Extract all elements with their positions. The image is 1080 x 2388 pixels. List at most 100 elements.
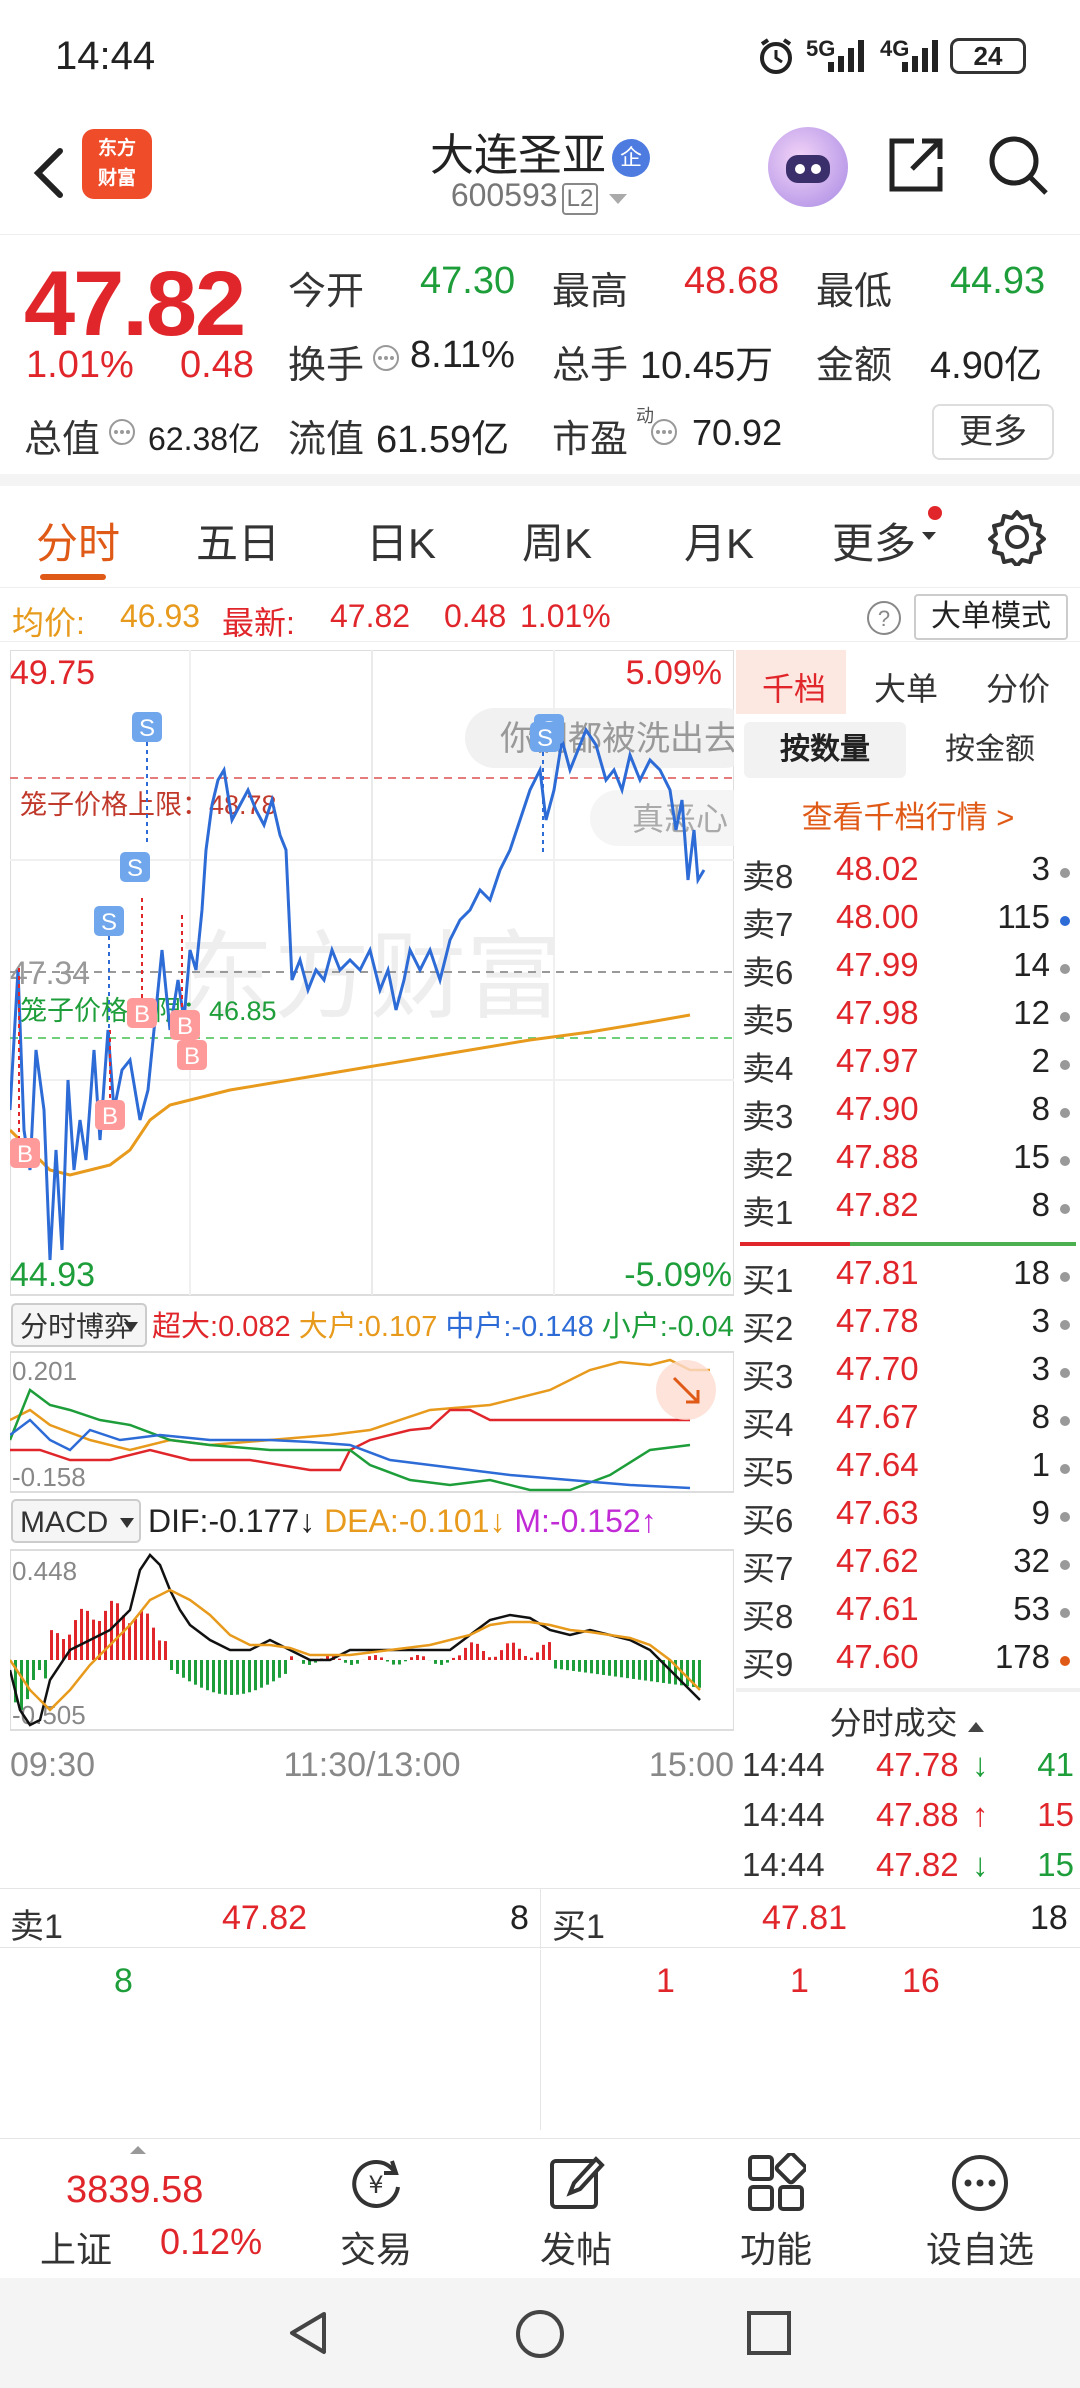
bid-row[interactable]: 买9 47.60 178 [736, 1638, 1080, 1686]
macd-bar [308, 1660, 311, 1665]
ask-row[interactable]: 卖4 47.97 2 [736, 1042, 1080, 1090]
ask-row[interactable]: 卖7 48.00 115 [736, 898, 1080, 946]
view-full-depth-link[interactable]: 查看千档行情 > [801, 800, 1015, 835]
time-axis-end: 15:00 [649, 1746, 734, 1784]
pe-label: 市盈 [552, 419, 629, 461]
back-arrow-icon[interactable] [22, 143, 82, 203]
grid-icon [748, 2153, 806, 2211]
bid-row[interactable]: 买1 47.81 18 [736, 1254, 1080, 1302]
order-dot-icon [1060, 1156, 1070, 1166]
trade-volume: 15 [1037, 1846, 1074, 1883]
tab-more[interactable]: 更多 [832, 520, 917, 567]
tab-weekly-k[interactable]: 周K [522, 520, 593, 567]
nav-post[interactable]: 发帖 [496, 2139, 656, 2279]
sell-marker[interactable] [94, 906, 124, 936]
trade-time: 14:44 [742, 1796, 825, 1833]
low-label: 最低 [816, 271, 893, 313]
macd-bar [518, 1648, 521, 1660]
search-icon[interactable] [986, 133, 1050, 197]
nav-add-watchlist[interactable]: 设自选 [900, 2139, 1060, 2279]
info-dots-icon[interactable] [650, 418, 678, 446]
macd-bar [614, 1660, 617, 1677]
system-nav-bar [0, 2278, 1080, 2388]
tab-full-depth[interactable]: 千档 [762, 671, 827, 707]
tab-price-distribution[interactable]: 分价 [986, 671, 1051, 707]
nav-functions[interactable]: 功能 [696, 2139, 856, 2279]
latest-pct: 1.01% [520, 598, 611, 634]
comment-bubble[interactable] [590, 790, 734, 846]
order-dot-icon [1060, 1272, 1070, 1282]
stock-code-row[interactable]: 600593 L2 [0, 177, 1080, 215]
bid-row[interactable]: 买4 47.67 8 [736, 1398, 1080, 1446]
share-icon[interactable] [884, 133, 948, 197]
macd-bar [434, 1660, 437, 1664]
buy-marker[interactable] [10, 1138, 40, 1168]
bid-row[interactable]: 买7 47.62 32 [736, 1542, 1080, 1590]
bid-row[interactable]: 买3 47.70 3 [736, 1350, 1080, 1398]
ask-row[interactable]: 卖1 47.82 8 [736, 1186, 1080, 1234]
macd-bar [158, 1640, 161, 1660]
pct-top-label: 5.09% [626, 654, 722, 692]
intraday-chart[interactable]: 东方财富 47.34 笼子价格上限：48.78 笼子价格下限：46.85 你们都… [10, 650, 734, 1880]
low-value: 44.93 [950, 260, 1046, 302]
l1-sell-price: 47.82 [222, 1899, 308, 1937]
macd-bar [692, 1660, 695, 1687]
buy-marker[interactable] [95, 1100, 125, 1130]
bid-row[interactable]: 买5 47.64 1 [736, 1446, 1080, 1494]
pe-dynamic-sup: 动 [636, 406, 654, 426]
buy-marker[interactable] [127, 998, 157, 1028]
y-bottom-label: 44.93 [10, 1256, 95, 1294]
trades-title-row[interactable]: 分时成交 [736, 1698, 1080, 1744]
buy-marker[interactable] [177, 1040, 207, 1070]
fund-flow-selector[interactable] [11, 1303, 147, 1347]
ask-row[interactable]: 卖3 47.90 8 [736, 1090, 1080, 1138]
arrow-down-icon: ↓ [972, 1846, 989, 1883]
sell-marker[interactable] [120, 852, 150, 882]
tab-big-orders[interactable]: 大单 [874, 671, 939, 707]
macd-selector[interactable] [11, 1499, 141, 1543]
info-dots-icon[interactable] [108, 418, 136, 446]
ask-row[interactable]: 卖2 47.88 15 [736, 1138, 1080, 1186]
system-back-icon[interactable] [284, 2308, 334, 2358]
buy-marker[interactable] [170, 1010, 200, 1040]
info-dots-icon[interactable] [372, 344, 400, 372]
sell-marker[interactable] [530, 722, 560, 752]
fund-flow-panel [10, 1351, 734, 1493]
small-flow-line [10, 1388, 691, 1492]
system-recents-icon[interactable] [744, 2308, 794, 2358]
ask-level-label: 卖6 [742, 954, 794, 991]
ai-assistant-avatar[interactable] [768, 127, 848, 207]
nav-trade[interactable]: ¥ 交易 [296, 2139, 456, 2279]
macd-bar [200, 1660, 203, 1688]
tab-five-day[interactable]: 五日 [196, 520, 281, 567]
system-home-icon[interactable] [514, 2308, 566, 2360]
tab-intraday[interactable]: 分时 [36, 520, 121, 567]
tab-daily-k[interactable]: 日K [366, 520, 437, 567]
bid-row[interactable]: 买6 47.63 9 [736, 1494, 1080, 1542]
macd-bar [140, 1611, 143, 1660]
big-order-mode-button[interactable]: 大单模式 [914, 594, 1068, 640]
gear-icon[interactable] [988, 508, 1046, 566]
macd-bar [650, 1660, 653, 1682]
bid-price: 47.81 [836, 1254, 919, 1291]
level1-bar: 卖1 47.82 8 买1 47.81 18 [0, 1888, 1080, 1949]
help-icon[interactable]: ? [866, 600, 902, 636]
macd-bar [440, 1660, 443, 1665]
amount-value: 4.90亿 [930, 345, 1042, 387]
bid-row[interactable]: 买8 47.61 53 [736, 1590, 1080, 1638]
ask-row[interactable]: 卖6 47.99 14 [736, 946, 1080, 994]
sub-tab-by-amount[interactable]: 按金额 [945, 733, 1035, 766]
tab-monthly-k[interactable]: 月K [684, 520, 755, 567]
bid-row[interactable]: 买2 47.78 3 [736, 1302, 1080, 1350]
app-logo[interactable]: 东方 财富 [82, 129, 152, 199]
sell-marker[interactable] [132, 712, 162, 742]
macd-bar [62, 1639, 65, 1660]
dea-line [10, 1588, 701, 1712]
trade-volume: 15 [1037, 1796, 1074, 1833]
ask-row[interactable]: 卖5 47.98 12 [736, 994, 1080, 1042]
index-ticker[interactable]: 3839.58 上证 0.12% [0, 2139, 290, 2279]
macd-selector-label: MACD [20, 1506, 108, 1539]
sub-tab-by-volume[interactable]: 按数量 [744, 722, 906, 778]
ask-row[interactable]: 卖8 48.02 3 [736, 850, 1080, 898]
more-quote-button[interactable]: 更多 [932, 404, 1054, 460]
